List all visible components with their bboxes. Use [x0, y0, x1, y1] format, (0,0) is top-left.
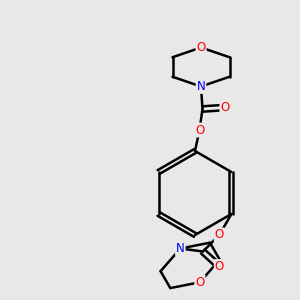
- Text: O: O: [195, 124, 204, 136]
- Text: O: O: [220, 101, 230, 114]
- Text: O: O: [196, 41, 206, 54]
- Text: O: O: [215, 229, 224, 242]
- Text: N: N: [196, 80, 206, 93]
- Text: O: O: [195, 276, 205, 289]
- Text: N: N: [176, 242, 185, 255]
- Text: O: O: [215, 260, 224, 273]
